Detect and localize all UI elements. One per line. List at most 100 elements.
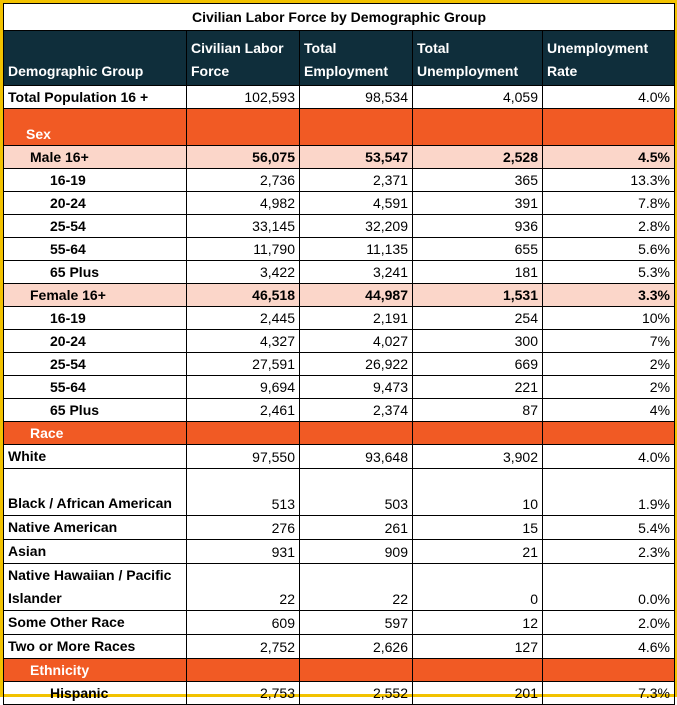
- table-title: Civilian Labor Force by Demographic Grou…: [2, 3, 676, 31]
- unemployment-cell: 300: [412, 329, 543, 353]
- labor-cell: 97,550: [186, 444, 300, 469]
- table-row: Male 16+ 56,075 53,547 2,528 4.5%: [3, 145, 676, 169]
- labor-cell: 513: [186, 468, 300, 516]
- employment-cell: 93,648: [299, 444, 413, 469]
- employment-cell: 597: [299, 610, 413, 635]
- employment-cell: 2,191: [299, 306, 413, 330]
- male-block: Male 16+ 56,075 53,547 2,528 4.5% 16-19 2,736 2…: [3, 145, 676, 284]
- rate-cell: 4.6%: [541, 634, 676, 659]
- rate-cell: 4%: [541, 398, 676, 422]
- employment-cell: 11,135: [299, 237, 413, 261]
- rate-cell: 5.6%: [541, 237, 676, 261]
- employment-cell: 503: [299, 468, 413, 516]
- labor-cell: 9,694: [186, 375, 300, 399]
- labor-cell: 102,593: [186, 85, 300, 109]
- table-row: Native American 276 261 15 5.4%: [3, 515, 676, 540]
- table-row: Female 16+ 46,518 44,987 1,531 3.3%: [3, 283, 676, 307]
- rate-cell: 10%: [541, 306, 676, 330]
- col-header-rate: Unemployment Rate: [541, 30, 676, 86]
- unemployment-cell: 365: [412, 168, 543, 192]
- unemployment-cell: 391: [412, 191, 543, 215]
- employment-cell: 2,371: [299, 168, 413, 192]
- unemployment-cell: 1,531: [412, 283, 543, 307]
- labor-force-table: Civilian Labor Force by Demographic Grou…: [2, 3, 676, 705]
- employment-cell: 2,374: [299, 398, 413, 422]
- row-label: 55-64: [3, 237, 187, 261]
- rate-cell: 1.9%: [541, 468, 676, 516]
- col-header-employment: Total Employment: [299, 30, 413, 86]
- empty-cell: [186, 658, 300, 682]
- ethnicity-block: Hispanic 2,753 2,552 201 7.3%: [3, 681, 676, 705]
- section-label: Sex: [3, 108, 187, 146]
- labor-cell: 2,753: [186, 681, 300, 705]
- unemployment-cell: 254: [412, 306, 543, 330]
- rate-cell: 2%: [541, 375, 676, 399]
- row-label: Asian: [3, 539, 187, 564]
- row-label: 16-19: [3, 306, 187, 330]
- table-row: 20-24 4,982 4,591 391 7.8%: [3, 191, 676, 215]
- labor-cell: 22: [186, 563, 300, 611]
- employment-cell: 2,552: [299, 681, 413, 705]
- total-row: Total Population 16 + 102,593 98,534 4,0…: [3, 85, 676, 109]
- unemployment-cell: 87: [412, 398, 543, 422]
- empty-cell: [541, 421, 676, 445]
- row-label: 65 Plus: [3, 260, 187, 284]
- row-label: Male 16+: [3, 145, 187, 169]
- rate-cell: 0.0%: [541, 563, 676, 611]
- table-row: Some Other Race 609 597 12 2.0%: [3, 610, 676, 635]
- employment-cell: 22: [299, 563, 413, 611]
- col-header-unemployment: Total Unemployment: [412, 30, 543, 86]
- row-label: Native Hawaiian / Pacific Islander: [3, 563, 187, 611]
- labor-cell: 4,982: [186, 191, 300, 215]
- table-row: 55-64 11,790 11,135 655 5.6%: [3, 237, 676, 261]
- labor-cell: 4,327: [186, 329, 300, 353]
- row-label: 20-24: [3, 191, 187, 215]
- labor-cell: 2,752: [186, 634, 300, 659]
- labor-cell: 11,790: [186, 237, 300, 261]
- rate-cell: 2.3%: [541, 539, 676, 564]
- empty-cell: [186, 108, 300, 146]
- rate-cell: 4.0%: [541, 444, 676, 469]
- employment-cell: 2,626: [299, 634, 413, 659]
- empty-cell: [299, 108, 413, 146]
- employment-cell: 32,209: [299, 214, 413, 238]
- table-row: White 97,550 93,648 3,902 4.0%: [3, 444, 676, 469]
- unemployment-cell: 936: [412, 214, 543, 238]
- labor-cell: 609: [186, 610, 300, 635]
- employment-cell: 98,534: [299, 85, 413, 109]
- rate-cell: 7.8%: [541, 191, 676, 215]
- row-label: 20-24: [3, 329, 187, 353]
- col-header-group: Demographic Group: [3, 30, 187, 86]
- unemployment-cell: 127: [412, 634, 543, 659]
- row-label: Two or More Races: [3, 634, 187, 659]
- labor-cell: 33,145: [186, 214, 300, 238]
- employment-cell: 44,987: [299, 283, 413, 307]
- unemployment-cell: 655: [412, 237, 543, 261]
- row-label: White: [3, 444, 187, 469]
- section-label: Ethnicity: [3, 658, 187, 682]
- labor-cell: 46,518: [186, 283, 300, 307]
- table-row: Black / African American 513 503 10 1.9%: [3, 468, 676, 516]
- title-row: Civilian Labor Force by Demographic Grou…: [2, 3, 676, 31]
- unemployment-cell: 10: [412, 468, 543, 516]
- labor-cell: 276: [186, 515, 300, 540]
- section-race: Race: [3, 421, 676, 445]
- table-row: 65 Plus 3,422 3,241 181 5.3%: [3, 260, 676, 284]
- col-header-labor: Civilian Labor Force: [186, 30, 300, 86]
- unemployment-cell: 669: [412, 352, 543, 376]
- labor-cell: 27,591: [186, 352, 300, 376]
- table-row: 55-64 9,694 9,473 221 2%: [3, 375, 676, 399]
- table-row: 65 Plus 2,461 2,374 87 4%: [3, 398, 676, 422]
- unemployment-cell: 221: [412, 375, 543, 399]
- row-label: Native American: [3, 515, 187, 540]
- race-block: White 97,550 93,648 3,902 4.0% Black / Africa…: [3, 444, 676, 659]
- table-row: 25-54 33,145 32,209 936 2.8%: [3, 214, 676, 238]
- unemployment-cell: 0: [412, 563, 543, 611]
- header-row: Demographic Group Civilian Labor Force T…: [3, 30, 676, 86]
- row-label: 16-19: [3, 168, 187, 192]
- rate-cell: 2%: [541, 352, 676, 376]
- labor-cell: 931: [186, 539, 300, 564]
- rate-cell: 2.8%: [541, 214, 676, 238]
- employment-cell: 53,547: [299, 145, 413, 169]
